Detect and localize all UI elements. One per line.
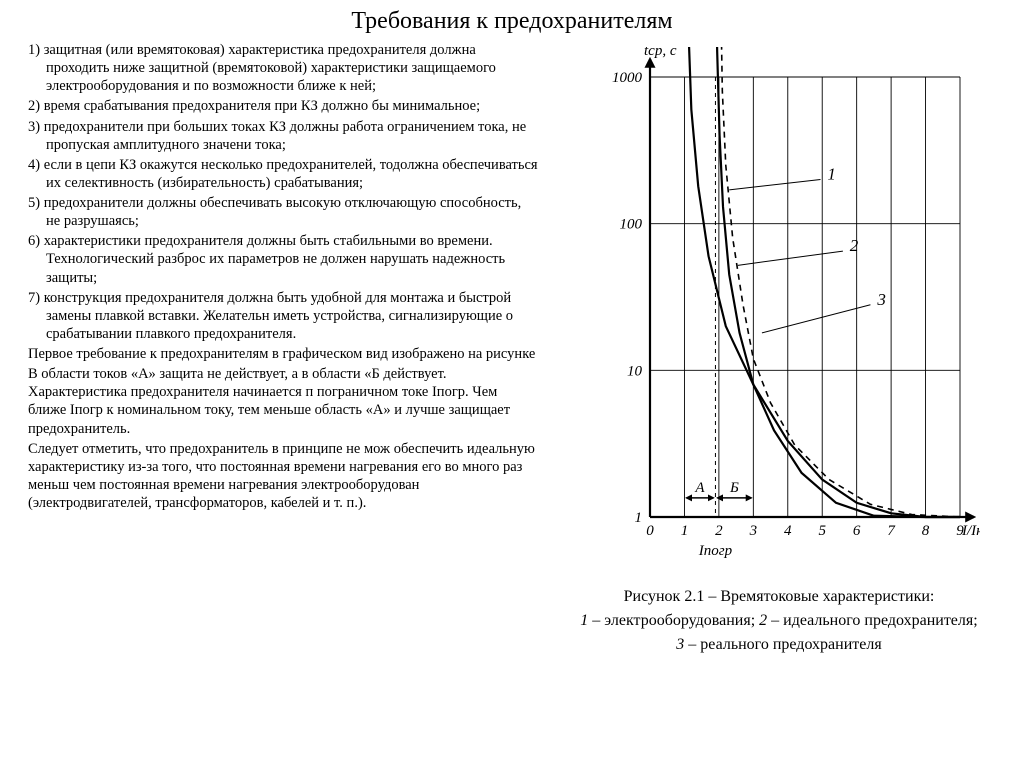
- svg-text:2: 2: [850, 236, 859, 255]
- req-4: 4) если в цепи КЗ окажутся несколько пре…: [18, 156, 538, 192]
- chart-container: 01234567891101001000tср, cI/IномIпогрAБ1…: [580, 47, 1006, 567]
- svg-text:A: A: [694, 480, 705, 496]
- svg-text:1: 1: [681, 523, 689, 539]
- caption-txt-3: – реального предохранителя: [684, 636, 881, 653]
- svg-text:Б: Б: [729, 480, 739, 496]
- caption-line-3: 3 – реального предохранителя: [552, 633, 1006, 657]
- svg-text:8: 8: [922, 523, 930, 539]
- req-3: 3) предохранители при больших токах КЗ д…: [18, 118, 538, 154]
- svg-text:1: 1: [635, 510, 643, 526]
- svg-text:100: 100: [620, 217, 643, 233]
- time-current-chart: 01234567891101001000tср, cI/IномIпогрAБ1…: [580, 47, 980, 567]
- page: Требования к предохранителям 1) защитная…: [0, 0, 1024, 767]
- svg-text:2: 2: [715, 523, 723, 539]
- content-row: 1) защитная (или времятоковая) характери…: [0, 41, 1024, 657]
- svg-text:0: 0: [646, 523, 654, 539]
- caption-line-1: Рисунок 2.1 – Времятоковые характеристик…: [552, 585, 1006, 609]
- svg-text:1000: 1000: [612, 70, 643, 86]
- svg-text:4: 4: [784, 523, 792, 539]
- req-7: 7) конструкция предохранителя должна быт…: [18, 289, 538, 343]
- svg-text:10: 10: [627, 363, 643, 379]
- svg-text:3: 3: [876, 290, 886, 309]
- requirements-text: 1) защитная (или времятоковая) характери…: [18, 41, 538, 657]
- svg-text:1: 1: [827, 165, 836, 184]
- para-limitation: Следует отметить, что предохранитель в п…: [18, 440, 538, 513]
- req-5: 5) предохранители должны обеспечивать вы…: [18, 194, 538, 230]
- svg-text:I/Iном: I/Iном: [961, 523, 980, 539]
- figure-caption: Рисунок 2.1 – Времятоковые характеристик…: [552, 585, 1006, 657]
- caption-num-2: 2: [759, 612, 767, 629]
- svg-text:Iпогр: Iпогр: [698, 543, 733, 559]
- req-2: 2) время срабатывания предохранителя при…: [18, 97, 538, 115]
- svg-text:7: 7: [887, 523, 896, 539]
- para-regions: В области токов «А» защита не действует,…: [18, 365, 538, 438]
- svg-text:5: 5: [818, 523, 826, 539]
- page-title: Требования к предохранителям: [0, 0, 1024, 41]
- svg-text:3: 3: [749, 523, 758, 539]
- figure-column: 01234567891101001000tср, cI/IномIпогрAБ1…: [538, 41, 1006, 657]
- caption-line-2: 1 – электрооборудования; 2 – идеального …: [552, 609, 1006, 633]
- svg-text:tср, c: tср, c: [644, 47, 677, 59]
- caption-txt-2: – идеального предохранителя;: [767, 612, 978, 629]
- req-6: 6) характеристики предохранителя должны …: [18, 232, 538, 286]
- caption-txt-1: – электрооборудования;: [588, 612, 759, 629]
- para-graphic-note: Первое требование к предохранителям в гр…: [18, 345, 538, 363]
- svg-text:6: 6: [853, 523, 861, 539]
- req-1: 1) защитная (или времятоковая) характери…: [18, 41, 538, 95]
